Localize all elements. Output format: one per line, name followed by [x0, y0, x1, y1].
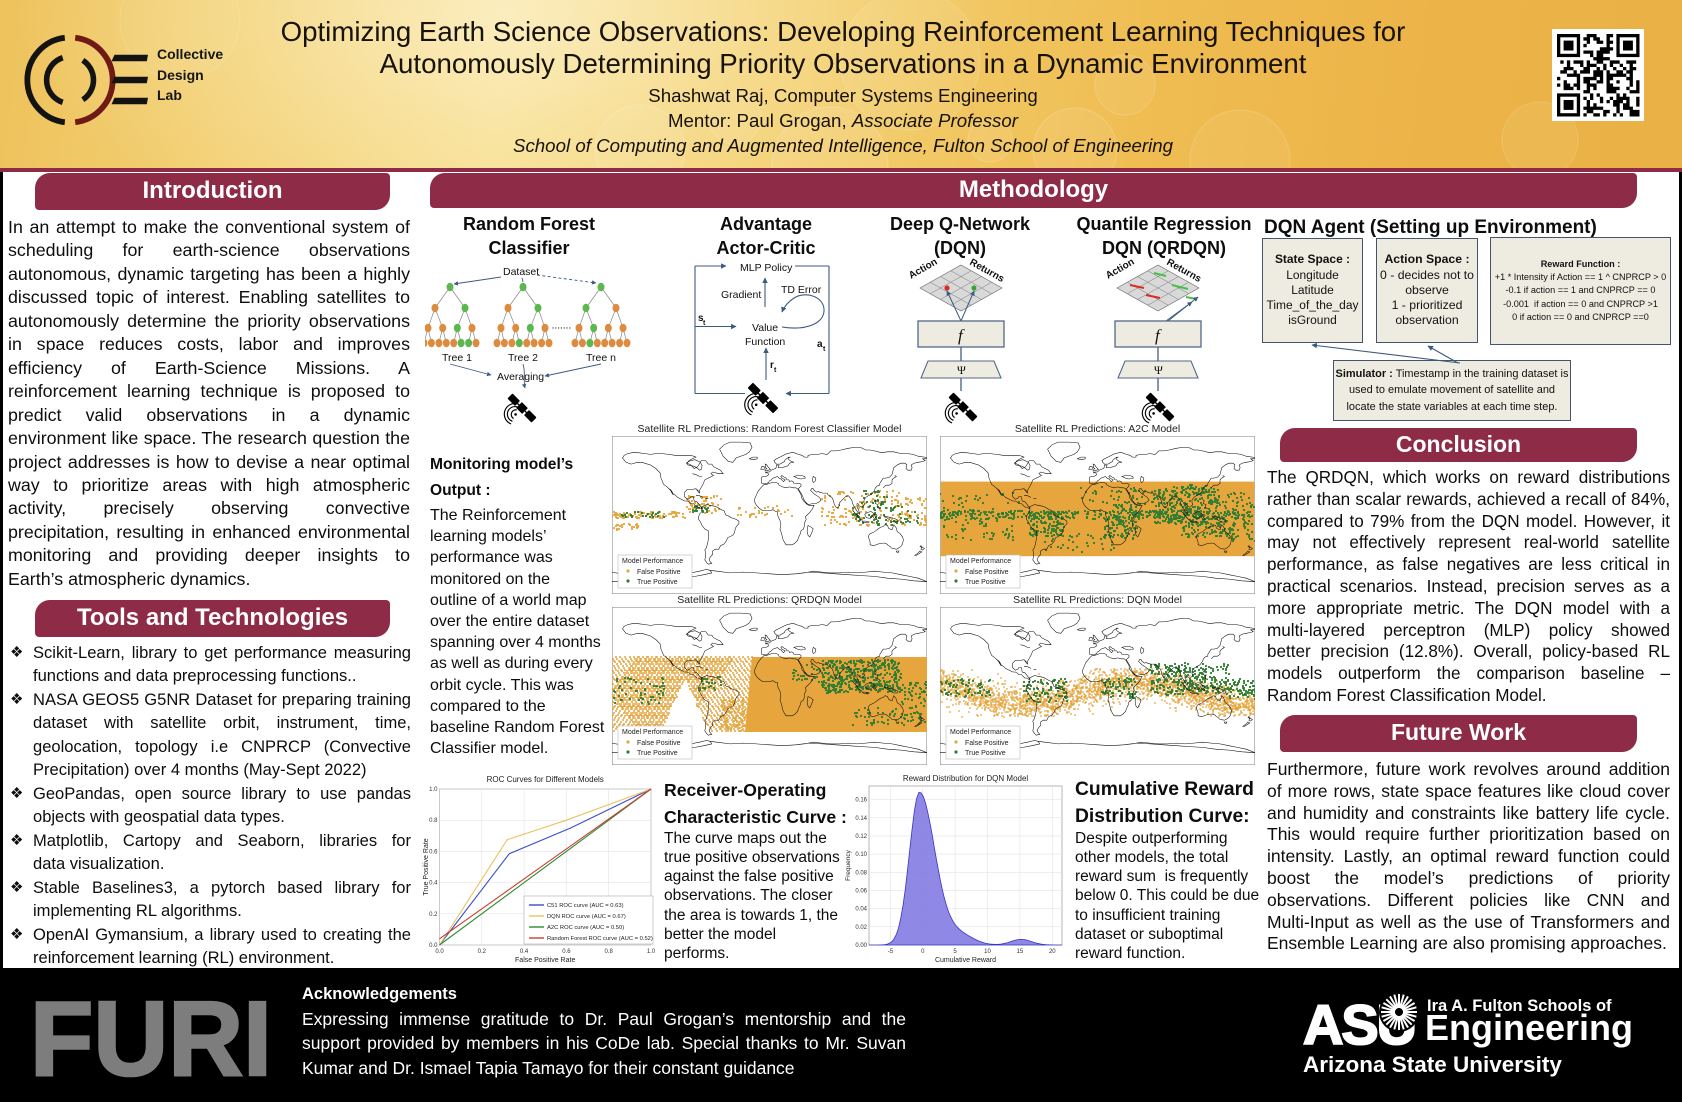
- svg-text:5: 5: [953, 949, 957, 955]
- svg-text:Ψ: Ψ: [957, 363, 966, 377]
- svg-text:0.0: 0.0: [429, 943, 438, 949]
- svg-text:10: 10: [984, 949, 991, 955]
- svg-text:0.2: 0.2: [429, 912, 438, 918]
- svg-text:Model Performance: Model Performance: [950, 558, 1011, 565]
- svg-text:False Positive Rate: False Positive Rate: [515, 957, 575, 964]
- svg-text:Frequency: Frequency: [845, 849, 852, 880]
- svg-text:s: s: [698, 313, 704, 324]
- svg-text:Dataset: Dataset: [503, 266, 539, 278]
- svg-text:Model Performance: Model Performance: [622, 558, 683, 565]
- svg-text:0.6: 0.6: [562, 949, 571, 955]
- svg-text:True Positive: True Positive: [637, 750, 678, 757]
- svg-text:0: 0: [921, 949, 925, 955]
- svg-text:Tree n: Tree n: [586, 352, 616, 364]
- svg-text:0.06: 0.06: [855, 889, 867, 895]
- svg-text:f: f: [1155, 326, 1162, 345]
- svg-text:1.0: 1.0: [647, 949, 656, 955]
- svg-text:Model Performance: Model Performance: [950, 729, 1011, 736]
- svg-text:False Positive: False Positive: [965, 740, 1009, 747]
- svg-text:True Positive Rate: True Positive Rate: [423, 838, 430, 895]
- svg-text:MLP Policy: MLP Policy: [740, 262, 793, 274]
- svg-text:1.0: 1.0: [429, 787, 438, 793]
- svg-text:False Positive: False Positive: [637, 740, 681, 747]
- svg-text:Reward Distribution for DQN Mo: Reward Distribution for DQN Model: [903, 774, 1029, 783]
- svg-text:Ψ: Ψ: [1154, 363, 1163, 377]
- svg-text:0.08: 0.08: [855, 870, 867, 876]
- svg-text:False Positive: False Positive: [637, 569, 681, 576]
- svg-text:t: t: [823, 346, 826, 353]
- svg-text:0.04: 0.04: [855, 907, 867, 913]
- svg-text:Tree 1: Tree 1: [442, 352, 472, 364]
- svg-text:0.16: 0.16: [855, 798, 867, 804]
- svg-text:0.12: 0.12: [855, 834, 867, 840]
- svg-text:t: t: [774, 367, 777, 374]
- svg-text:0.0: 0.0: [435, 949, 444, 955]
- svg-text:0.8: 0.8: [429, 818, 438, 824]
- svg-text:Averaging: Averaging: [497, 371, 544, 383]
- svg-text:Cumulative Reward: Cumulative Reward: [935, 957, 996, 964]
- svg-text:TD Error: TD Error: [781, 284, 822, 296]
- svg-text:0.8: 0.8: [605, 949, 614, 955]
- svg-text:20: 20: [1049, 949, 1056, 955]
- svg-text:r: r: [770, 360, 774, 371]
- svg-text:0.2: 0.2: [478, 949, 487, 955]
- svg-text:Action: Action: [1104, 257, 1136, 282]
- svg-text:Action: Action: [907, 257, 939, 282]
- svg-text:DQN ROC curve (AUC = 0.67): DQN ROC curve (AUC = 0.67): [547, 914, 626, 920]
- svg-text:0.14: 0.14: [855, 816, 867, 822]
- svg-text:f: f: [958, 326, 965, 345]
- svg-text:0.4: 0.4: [429, 881, 438, 887]
- svg-text:t: t: [703, 320, 706, 327]
- svg-text:False Positive: False Positive: [965, 569, 1009, 576]
- svg-text:True Positive: True Positive: [965, 750, 1006, 757]
- svg-text:0.10: 0.10: [855, 852, 867, 858]
- svg-text:Gradient: Gradient: [721, 289, 761, 301]
- svg-text:0.4: 0.4: [520, 949, 529, 955]
- svg-text:0.6: 0.6: [429, 849, 438, 855]
- svg-text:ROC Curves for Different Model: ROC Curves for Different Models: [487, 775, 604, 784]
- svg-text:True Positive: True Positive: [637, 579, 678, 586]
- svg-text:Random Forest ROC curve (AUC =: Random Forest ROC curve (AUC = 0.52): [547, 936, 653, 942]
- svg-text:0.00: 0.00: [855, 943, 867, 949]
- svg-text:C51 ROC curve (AUC = 0.63): C51 ROC curve (AUC = 0.63): [547, 903, 624, 909]
- svg-text:-5: -5: [888, 949, 894, 955]
- svg-text:Function: Function: [745, 336, 785, 348]
- svg-text:0.02: 0.02: [855, 925, 867, 931]
- svg-text:15: 15: [1017, 949, 1024, 955]
- svg-text:Value: Value: [752, 322, 778, 334]
- svg-text:Tree 2: Tree 2: [508, 352, 538, 364]
- svg-text:A2C ROC curve (AUC = 0.50): A2C ROC curve (AUC = 0.50): [547, 925, 624, 931]
- svg-text:True Positive: True Positive: [965, 579, 1006, 586]
- svg-text:a: a: [817, 339, 823, 350]
- svg-text:Model Performance: Model Performance: [622, 729, 683, 736]
